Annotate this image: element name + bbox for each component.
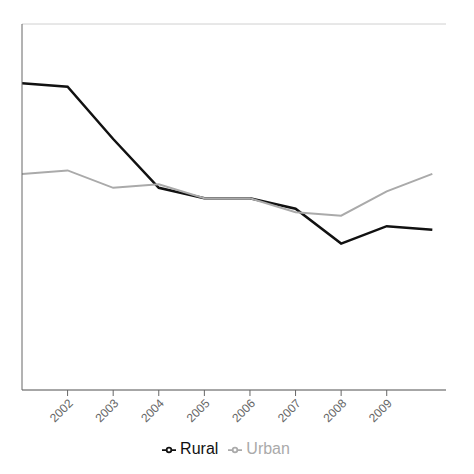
svg-text:2003: 2003 (93, 396, 122, 425)
svg-text:2007: 2007 (275, 396, 304, 425)
html-text:Urban: Urban (246, 440, 290, 457)
svg-text:2009: 2009 (366, 396, 395, 425)
html-text:Rural: Rural (180, 440, 219, 457)
svg-text:2008: 2008 (321, 396, 350, 425)
svg-text:2006: 2006 (229, 396, 258, 425)
svg-text:2002: 2002 (47, 396, 76, 425)
svg-text:2004: 2004 (138, 396, 167, 425)
svg-text:2005: 2005 (184, 396, 213, 425)
